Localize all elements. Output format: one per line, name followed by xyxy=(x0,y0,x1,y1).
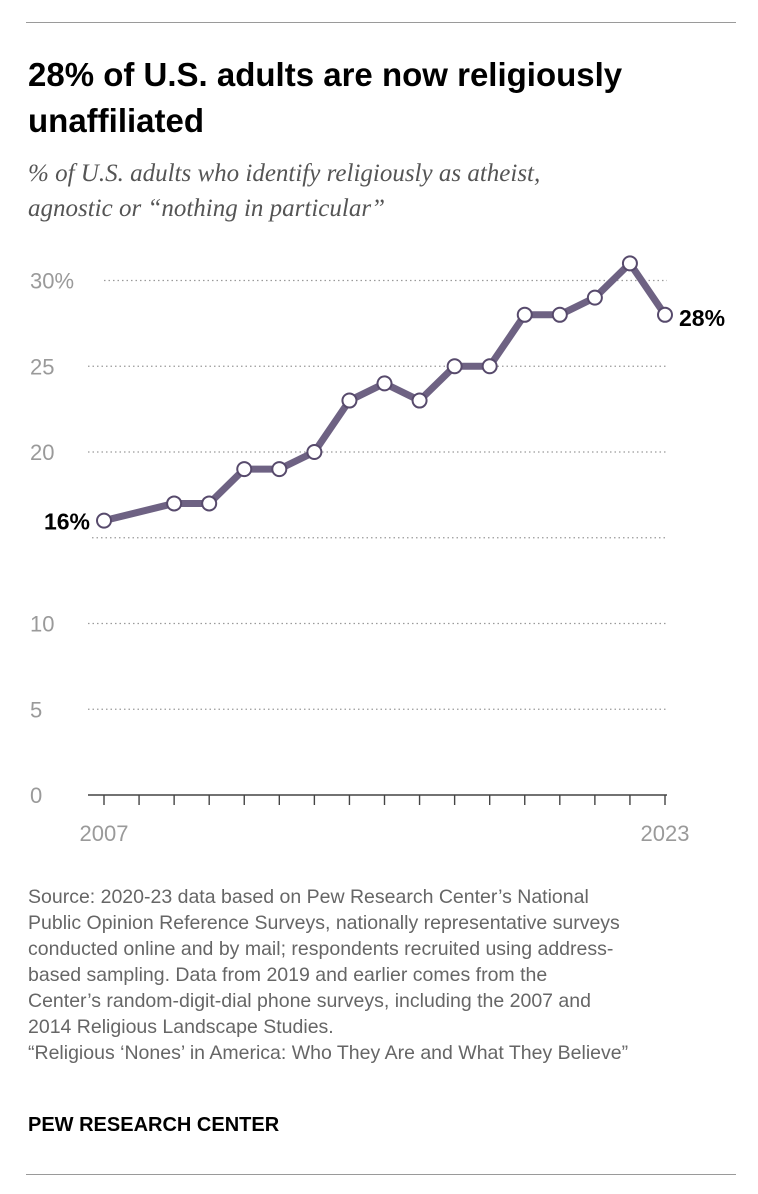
data-point xyxy=(236,461,253,478)
note-line: “Religious ‘Nones’ in America: Who They … xyxy=(28,1042,629,1064)
data-point xyxy=(271,461,288,478)
data-point xyxy=(166,495,183,512)
brand-logo-text: PEW RESEARCH CENTER xyxy=(28,1114,280,1136)
data-label-end: 28% xyxy=(679,305,725,331)
chart-subtitle: % of U.S. adults who identify religiousl… xyxy=(28,156,728,226)
data-point xyxy=(446,358,463,375)
data-point xyxy=(96,512,112,529)
data-point xyxy=(516,306,533,323)
data-point xyxy=(481,358,498,375)
y-tick-label: 10 xyxy=(30,612,54,637)
data-point xyxy=(341,392,358,409)
note-line: conducted online and by mail; respondent… xyxy=(28,938,614,960)
note-line: based sampling. Data from 2019 and earli… xyxy=(28,964,548,986)
line-chart: 0 5 10 20 25 30% 2007 2023 16% 28% xyxy=(30,255,725,846)
data-point xyxy=(376,375,393,392)
y-tick-label: 5 xyxy=(30,697,42,722)
note-line: Public Opinion Reference Surveys, nation… xyxy=(28,912,620,934)
note-line: 2014 Religious Landscape Studies. xyxy=(28,1016,334,1038)
data-point xyxy=(621,255,638,272)
data-point xyxy=(551,306,568,323)
series-line xyxy=(100,259,669,525)
x-tick-label: 2023 xyxy=(641,821,690,846)
data-point xyxy=(201,495,218,512)
x-tick-label: 2007 xyxy=(80,821,129,846)
data-label-start: 16% xyxy=(44,509,90,535)
y-tick-label: 0 xyxy=(30,783,42,808)
note-line: Source: 2020-23 data based on Pew Resear… xyxy=(28,886,589,908)
note-line: Center’s random-digit-dial phone surveys… xyxy=(28,990,591,1012)
data-point xyxy=(411,392,428,409)
data-point xyxy=(586,289,603,306)
source-note: Source: 2020-23 data based on Pew Resear… xyxy=(28,884,738,1066)
y-tick-label: 20 xyxy=(30,440,54,465)
subtitle-line: agnostic or “nothing in particular” xyxy=(28,195,385,222)
y-tick-label: 25 xyxy=(30,354,54,379)
data-point xyxy=(306,444,323,460)
y-tick-label: 30% xyxy=(30,269,74,294)
bottom-rule xyxy=(26,1174,736,1175)
data-point xyxy=(657,306,673,323)
chart-title: 28% of U.S. adults are now religiously u… xyxy=(28,56,623,139)
top-rule xyxy=(26,22,736,23)
subtitle-line: % of U.S. adults who identify religiousl… xyxy=(28,160,541,187)
